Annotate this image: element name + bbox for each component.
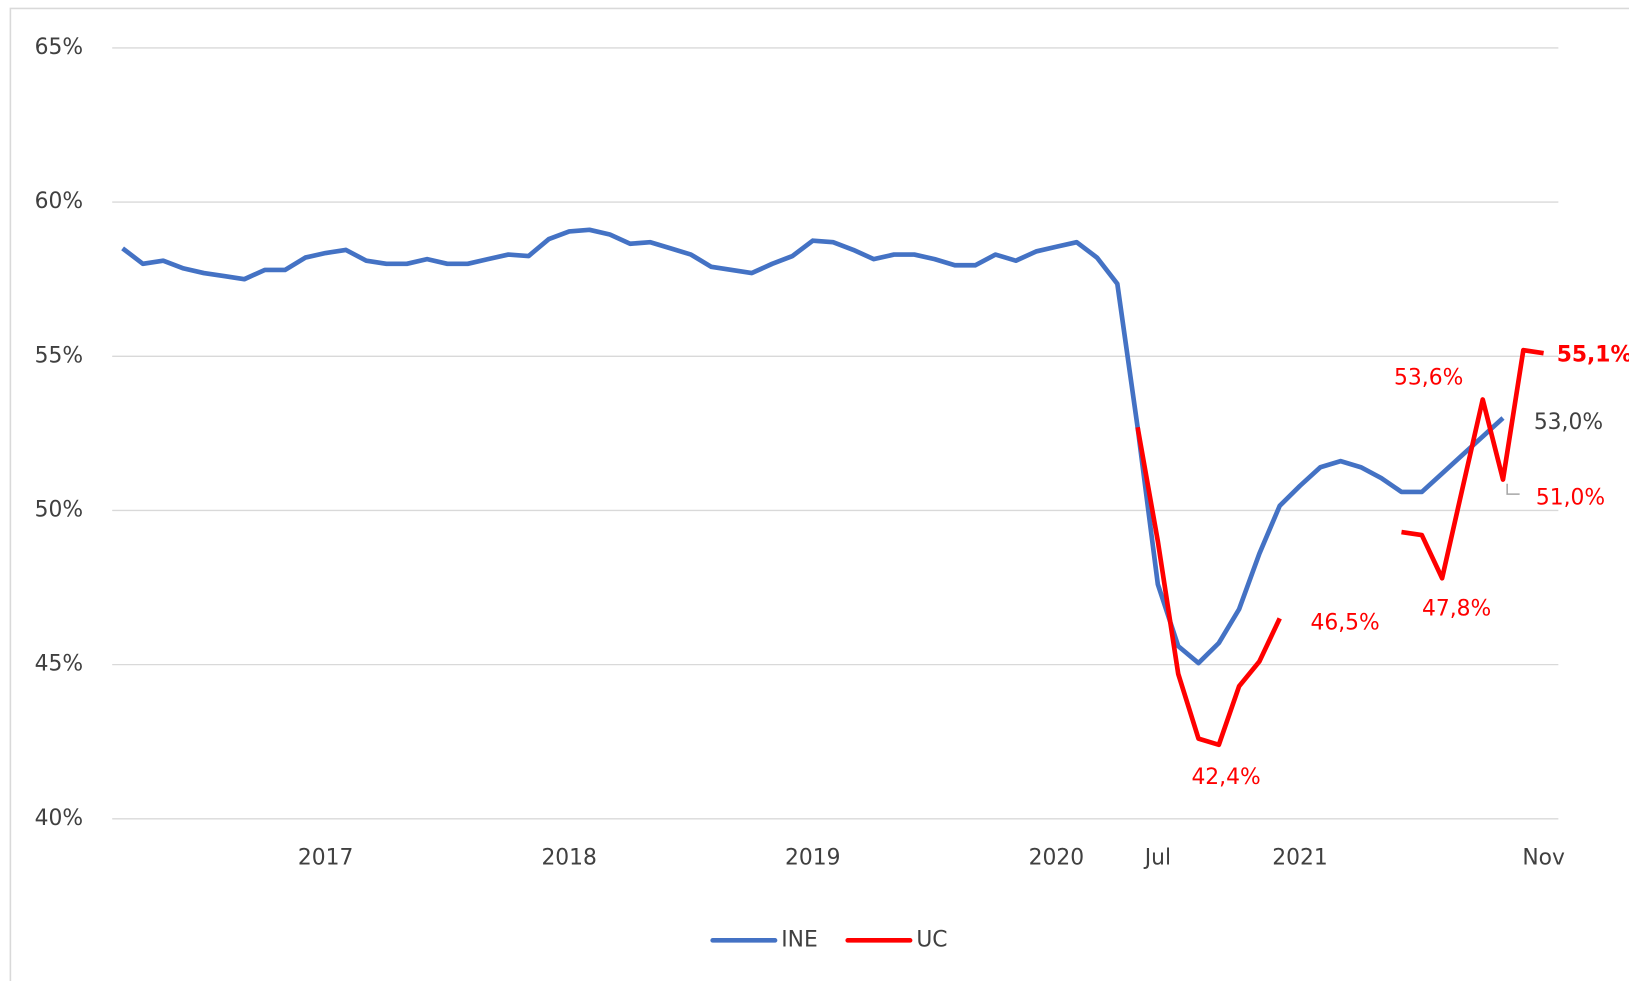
data-label: 53,6% bbox=[1394, 366, 1463, 391]
y-tick-label: 45% bbox=[35, 652, 83, 677]
x-tick-label: 2018 bbox=[541, 845, 596, 870]
x-tick-label: Jul bbox=[1143, 845, 1171, 870]
chart-border bbox=[9, 7, 1629, 981]
data-label: 51,0% bbox=[1536, 485, 1605, 510]
y-tick-label: 55% bbox=[35, 343, 83, 368]
series-line bbox=[121, 227, 1505, 666]
y-tick-label: 50% bbox=[35, 497, 83, 522]
series-line bbox=[1135, 347, 1544, 748]
y-tick-label: 40% bbox=[35, 806, 83, 831]
data-label: 53,0% bbox=[1534, 410, 1603, 435]
x-tick-label: 2017 bbox=[298, 845, 353, 870]
legend-label: UC bbox=[916, 927, 947, 952]
y-tick-label: 65% bbox=[35, 35, 83, 60]
legend-label: INE bbox=[781, 927, 818, 952]
x-tick-label: Nov bbox=[1522, 845, 1565, 870]
x-tick-label: 2019 bbox=[785, 845, 840, 870]
x-tick-label: 2020 bbox=[1029, 845, 1084, 870]
leader-line bbox=[1506, 483, 1520, 495]
y-tick-label: 60% bbox=[35, 189, 83, 214]
x-tick-label: 2021 bbox=[1272, 845, 1327, 870]
data-label: 42,4% bbox=[1191, 765, 1260, 790]
data-label: 55,1% bbox=[1557, 342, 1629, 367]
data-label: 47,8% bbox=[1422, 596, 1491, 621]
data-label: 46,5% bbox=[1311, 611, 1380, 636]
